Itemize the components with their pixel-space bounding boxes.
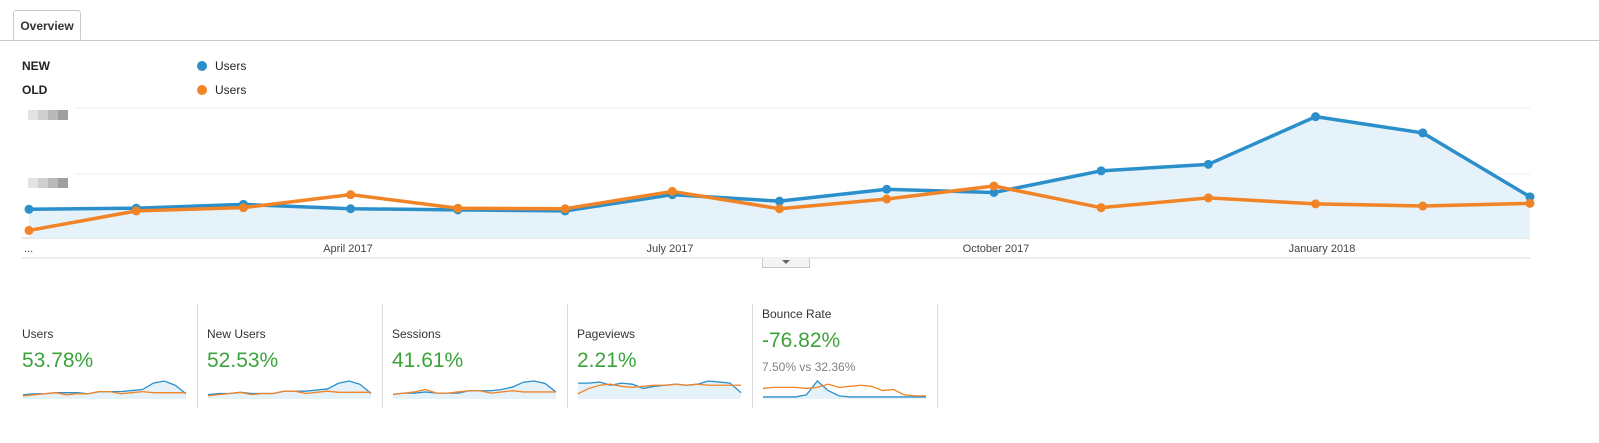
- legend-entry-new-users[interactable]: Users: [197, 59, 246, 73]
- metric-value: -76.82%: [762, 329, 841, 352]
- tab-overview[interactable]: Overview: [13, 10, 81, 40]
- sparkline-old: [207, 390, 371, 397]
- data-point: [667, 186, 677, 196]
- data-point: [453, 203, 463, 213]
- legend-label: Users: [215, 83, 247, 97]
- data-point: [1203, 159, 1213, 169]
- data-point: [346, 204, 356, 214]
- metric-sparkline: [207, 380, 372, 399]
- metric-name: Pageviews: [577, 327, 636, 341]
- x-tick-label: October 2017: [963, 243, 1030, 255]
- metric-value: 53.78%: [22, 349, 94, 372]
- legend-dot-icon: [197, 85, 207, 95]
- data-point: [1525, 192, 1535, 202]
- data-point: [775, 204, 784, 214]
- tab-bar: Overview: [0, 0, 1599, 41]
- metric-value: 52.53%: [207, 349, 279, 372]
- sparkline-area: [23, 381, 186, 399]
- metric-sparkline: [577, 380, 742, 399]
- data-point: [238, 203, 248, 213]
- sparkline-new: [763, 380, 926, 398]
- data-point: [1311, 199, 1321, 209]
- data-point: [882, 184, 892, 194]
- data-point: [989, 188, 999, 197]
- data-point: [1418, 201, 1428, 211]
- data-point: [346, 190, 356, 200]
- data-point: [775, 196, 784, 206]
- sparkline-area: [393, 381, 556, 399]
- metric-sparkline: [22, 380, 187, 399]
- metric-value: 2.21%: [577, 349, 637, 372]
- data-point: [1418, 128, 1428, 138]
- metric-name: New Users: [207, 327, 266, 341]
- data-point: [560, 204, 570, 214]
- legend-group-label: OLD: [22, 83, 48, 97]
- metric-name: Sessions: [392, 327, 441, 341]
- legend-dot-icon: [197, 61, 207, 71]
- legend-group-label: NEW: [22, 59, 50, 73]
- sparkline-old: [392, 388, 556, 396]
- sparkline-old: [577, 383, 741, 395]
- sparkline-area: [208, 381, 371, 399]
- data-point: [1203, 193, 1213, 203]
- data-point: [989, 181, 999, 191]
- y-tick-label-redacted: [28, 178, 68, 188]
- metric-card[interactable]: New Users 52.53%: [207, 304, 383, 408]
- metric-card[interactable]: Sessions 41.61%: [392, 304, 568, 408]
- data-point: [131, 206, 141, 216]
- x-tick-label: January 2018: [1289, 243, 1356, 255]
- metric-card[interactable]: Pageviews 2.21%: [577, 304, 753, 408]
- main-line-chart: April 2017 July 2017 October 2017 January 2…: [22, 107, 1535, 259]
- metric-sparkline: [392, 380, 557, 399]
- chart-collapse-handle[interactable]: [762, 258, 810, 268]
- sparkline-old: [22, 390, 186, 397]
- data-point: [24, 204, 34, 214]
- metric-name: Users: [22, 327, 54, 341]
- y-tick-label-redacted: [28, 110, 68, 120]
- legend-entry-old-users[interactable]: Users: [197, 83, 246, 97]
- x-start-label: ...: [24, 243, 33, 255]
- x-tick-label: April 2017: [323, 243, 373, 255]
- data-point: [1311, 112, 1321, 122]
- legend-label: Users: [215, 59, 247, 73]
- metric-name: Bounce Rate: [762, 307, 832, 321]
- data-point: [1096, 166, 1106, 176]
- sparkline-old: [762, 383, 926, 397]
- sparkline-area: [578, 381, 741, 399]
- data-point: [24, 225, 34, 235]
- metric-card[interactable]: Users 53.78%: [22, 304, 198, 408]
- metric-card[interactable]: Bounce Rate -76.82% 7.50% vs 32.36%: [762, 304, 938, 408]
- metric-value: 41.61%: [392, 349, 464, 372]
- metric-sparkline: [762, 380, 926, 399]
- x-tick-label: July 2017: [646, 243, 693, 255]
- data-point: [1525, 198, 1535, 208]
- metric-comparison: 7.50% vs 32.36%: [762, 360, 856, 374]
- data-point: [882, 194, 892, 204]
- data-point: [1096, 203, 1106, 213]
- series-area-0: [29, 116, 1530, 238]
